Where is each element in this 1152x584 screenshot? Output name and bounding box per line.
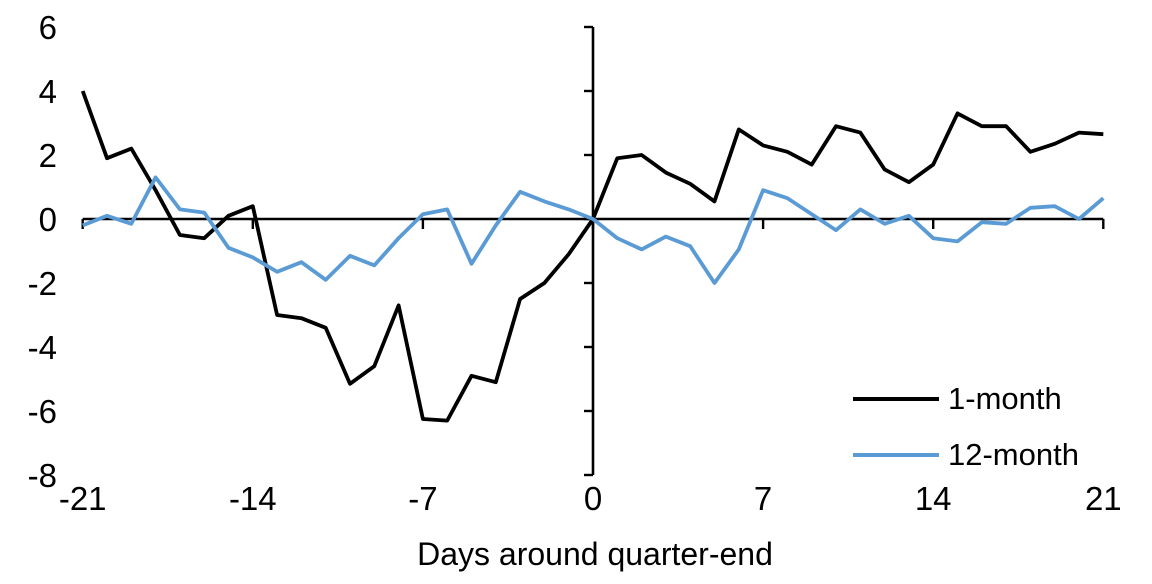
x-tick-label: 0	[584, 480, 602, 517]
y-tick-label: 6	[39, 9, 57, 46]
y-tick-label: 0	[39, 201, 57, 238]
x-axis-title: Days around quarter-end	[417, 536, 773, 572]
legend: 1-month 12-month	[853, 381, 1079, 493]
y-tick-label: 2	[39, 137, 57, 174]
legend-label: 1-month	[948, 381, 1062, 416]
series-line-12-month	[82, 175, 1105, 285]
y-tick-label: -2	[28, 265, 57, 302]
x-tick-label: -14	[229, 480, 277, 517]
x-tick-label: -21	[59, 480, 107, 517]
y-tick-label: -4	[28, 329, 57, 366]
x-tick-label: 7	[754, 480, 772, 517]
x-tick-label: -7	[408, 480, 437, 517]
y-tick-label: -8	[28, 457, 57, 494]
legend-item-1-month: 1-month	[853, 381, 1079, 417]
legend-item-12-month: 12-month	[853, 437, 1079, 473]
y-tick-label: -6	[28, 393, 57, 430]
x-tick-label: 21	[1085, 480, 1122, 517]
legend-line-sample-black	[853, 397, 939, 401]
x-tick-label: 14	[915, 480, 952, 517]
legend-line-sample-blue	[853, 453, 939, 457]
legend-label: 12-month	[948, 437, 1079, 472]
y-tick-label: 4	[39, 73, 57, 110]
